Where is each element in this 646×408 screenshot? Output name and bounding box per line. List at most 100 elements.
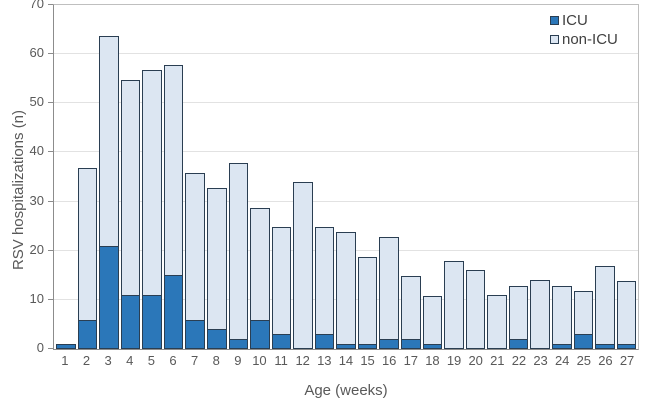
x-tick-label-7: 7	[190, 353, 199, 368]
bar-week-27	[616, 281, 637, 349]
y-tick-mark-70	[48, 4, 53, 5]
y-tick-label-0: 0	[36, 340, 44, 355]
x-tick-label-12: 12	[295, 353, 310, 368]
gridline-40	[54, 151, 638, 153]
y-tick-mark-20	[48, 249, 53, 251]
y-tick-mark-10	[48, 298, 53, 300]
x-tick-label-9: 9	[234, 353, 242, 368]
bar-week-17	[401, 276, 421, 349]
y-tick-label-70: 70	[29, 0, 44, 11]
y-tick-label-20: 20	[29, 241, 44, 257]
x-tick-label-18: 18	[425, 353, 440, 368]
segment-icu-week-10	[250, 319, 270, 349]
x-tick-label-6: 6	[169, 353, 177, 368]
legend-label-icu: ICU	[562, 12, 588, 29]
segment-icu-week-8	[206, 329, 227, 349]
segment-non-icu-week-7	[185, 173, 205, 321]
segment-icu-week-6	[163, 275, 184, 349]
segment-icu-week-17	[401, 339, 421, 349]
segment-icu-week-13	[314, 334, 335, 349]
segment-icu-week-22	[508, 339, 529, 349]
bar-week-25	[573, 291, 594, 349]
x-tick-label-14: 14	[338, 353, 354, 368]
y-tick-label-60: 60	[29, 45, 44, 61]
segment-non-icu-week-2	[77, 168, 98, 321]
x-tick-label-13: 13	[317, 353, 332, 368]
bar-week-6	[163, 64, 184, 349]
legend-item-non-icu: non-ICU	[550, 30, 618, 49]
x-tick-label-27: 27	[619, 353, 635, 368]
segment-icu-week-7	[185, 319, 205, 349]
segment-icu-week-1	[56, 344, 76, 349]
segment-non-icu-week-14	[336, 232, 356, 346]
segment-non-icu-week-15	[357, 256, 378, 346]
segment-icu-week-4	[120, 294, 141, 349]
segment-icu-week-15	[357, 344, 378, 349]
x-tick-label-16: 16	[381, 353, 397, 368]
bar-week-21	[487, 294, 507, 349]
bar-week-13	[314, 227, 335, 349]
bar-week-20	[465, 270, 486, 349]
x-tick-label-17: 17	[403, 353, 419, 368]
y-tick-mark-60	[48, 53, 53, 55]
segment-icu-week-26	[595, 344, 615, 349]
x-tick-label-10: 10	[252, 353, 267, 368]
bar-week-12	[293, 181, 313, 349]
x-axis-tick-labels: 1 2 3 4 5 6 7 8 9 10 11 12 13 14 15 16 17 18 19 20 21 22 23 24 2…	[53, 353, 639, 368]
segment-non-icu-week-16	[379, 236, 399, 341]
segment-non-icu-week-23	[530, 280, 550, 349]
segment-non-icu-week-17	[401, 276, 421, 341]
segment-non-icu-week-5	[142, 69, 162, 296]
segment-non-icu-week-19	[444, 260, 464, 349]
x-tick-label-26: 26	[598, 353, 613, 368]
bar-week-8	[206, 187, 227, 349]
bar-week-24	[551, 286, 572, 349]
y-axis-title: RSV hospitalizations (n)	[10, 109, 27, 271]
legend-item-icu: ICU	[550, 11, 618, 30]
x-tick-label-22: 22	[511, 353, 527, 368]
y-tick-mark-30	[48, 200, 53, 202]
gridline-50	[54, 102, 638, 104]
x-tick-label-24: 24	[554, 353, 570, 368]
bar-week-2	[77, 168, 98, 349]
segment-icu-week-25	[573, 334, 594, 349]
bar-week-10	[250, 207, 270, 349]
segment-non-icu-week-18	[422, 295, 443, 346]
icu-swatch-icon	[550, 16, 559, 25]
legend-label-non-icu: non-ICU	[562, 31, 618, 48]
segment-non-icu-week-6	[163, 64, 184, 277]
x-tick-label-4: 4	[126, 353, 134, 368]
segment-non-icu-week-21	[487, 294, 507, 349]
segment-non-icu-week-11	[271, 227, 292, 336]
segment-non-icu-week-20	[465, 270, 486, 349]
x-axis-title: Age (weeks)	[304, 382, 388, 399]
segment-icu-week-9	[228, 339, 249, 349]
x-tick-label-11: 11	[274, 353, 288, 368]
segment-non-icu-week-4	[120, 79, 141, 296]
bar-week-5	[142, 69, 162, 349]
bar-week-22	[508, 286, 529, 349]
x-tick-label-1: 1	[61, 353, 69, 368]
x-tick-label-8: 8	[212, 353, 220, 368]
bar-week-23	[530, 280, 550, 349]
gridline-60	[54, 53, 638, 55]
legend: ICU non-ICU	[550, 11, 618, 49]
x-tick-label-20: 20	[468, 353, 483, 368]
x-tick-label-5: 5	[147, 353, 155, 368]
bar-week-11	[271, 227, 292, 349]
x-tick-label-25: 25	[576, 353, 592, 368]
segment-non-icu-week-25	[573, 291, 594, 336]
y-tick-mark-50	[48, 102, 53, 104]
x-tick-label-3: 3	[104, 353, 112, 368]
x-tick-label-19: 19	[446, 353, 462, 368]
bar-week-19	[444, 260, 464, 349]
x-tick-label-21: 21	[490, 353, 505, 368]
segment-icu-week-27	[616, 344, 637, 349]
y-tick-mark-0	[48, 348, 53, 349]
segment-icu-week-3	[99, 245, 119, 349]
segment-non-icu-week-27	[616, 281, 637, 346]
x-tick-label-23: 23	[533, 353, 548, 368]
bar-week-4	[120, 79, 141, 349]
segment-non-icu-week-9	[228, 163, 249, 341]
